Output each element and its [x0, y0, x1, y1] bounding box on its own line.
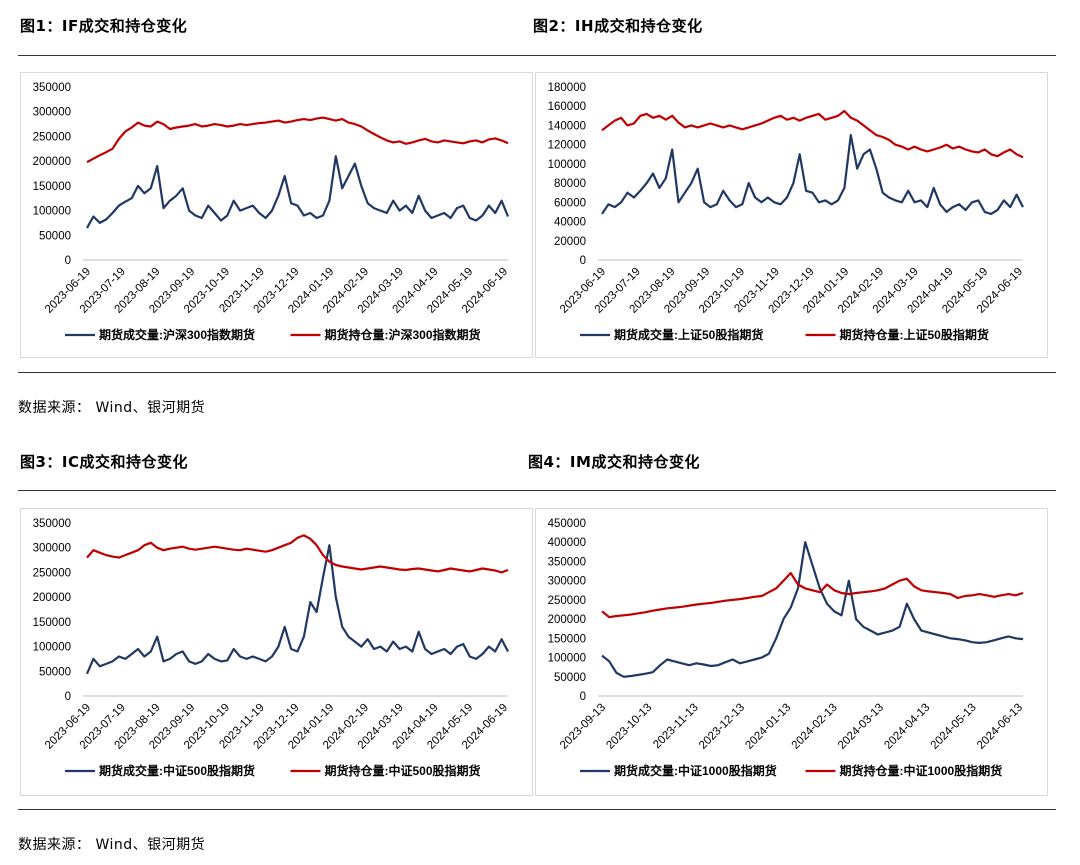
- divider: [18, 372, 1056, 373]
- y-tick-label: 40000: [554, 217, 586, 229]
- y-tick-label: 250000: [548, 595, 586, 607]
- y-tick-label: 350000: [33, 82, 71, 94]
- y-tick-label: 50000: [39, 230, 71, 242]
- y-tick-label: 250000: [33, 131, 71, 143]
- series-line-volume: [86, 155, 510, 229]
- legend-label: 期货成交量:中证1000股指期货: [614, 763, 777, 778]
- y-tick-label: 200000: [33, 156, 71, 168]
- x-tick-label: 2024-05-13: [929, 702, 979, 752]
- legend-label: 期货持仓量:中证1000股指期货: [840, 763, 1003, 778]
- y-tick-label: 0: [580, 255, 586, 267]
- y-tick-label: 20000: [554, 236, 586, 248]
- y-tick-label: 300000: [548, 576, 586, 588]
- y-tick-label: 400000: [548, 537, 586, 549]
- figure-1-title: 图1：IF成交和持仓变化: [20, 17, 188, 35]
- x-tick-label: 2024-01-13: [743, 702, 793, 752]
- y-tick-label: 100000: [548, 159, 586, 171]
- x-tick-label: 2024-06-13: [975, 702, 1025, 752]
- legend-label: 期货持仓量:上证50股指期货: [840, 327, 989, 342]
- x-tick-label: 2024-03-13: [836, 702, 886, 752]
- figure-3-title: 图3：IC成交和持仓变化: [20, 453, 189, 471]
- x-tick-label: 2023-12-13: [697, 702, 747, 752]
- y-tick-label: 350000: [548, 556, 586, 568]
- y-tick-label: 200000: [548, 614, 586, 626]
- chart-frame-2: 180000 160000 140000 120000 100000 80000 60000…: [535, 72, 1048, 358]
- chart-frame-3: 350000 300000 250000 200000 150000 100000 5000…: [20, 508, 533, 796]
- y-tick-label: 140000: [548, 120, 586, 132]
- series-line-open-interest: [601, 109, 1024, 159]
- chart-frame-1: 350000 300000 250000 200000 150000 100000 5000…: [20, 72, 533, 358]
- legend-label: 期货成交量:上证50股指期货: [614, 327, 763, 342]
- x-tick-label: 2024-02-13: [790, 702, 840, 752]
- x-tick-label: 2023-11-13: [651, 702, 700, 751]
- y-tick-label: 350000: [33, 518, 71, 530]
- y-tick-label: 50000: [554, 672, 586, 684]
- y-tick-label: 0: [580, 691, 586, 703]
- y-tick-label: 450000: [548, 518, 586, 530]
- x-tick-label: 2024-04-13: [882, 702, 932, 752]
- divider: [18, 490, 1056, 491]
- y-tick-label: 200000: [33, 592, 71, 604]
- y-tick-label: 180000: [548, 82, 586, 94]
- data-source-note: 数据来源： Wind、银河期货: [18, 400, 206, 416]
- legend-label: 期货成交量:沪深300指数期货: [99, 327, 255, 342]
- legend-label: 期货成交量:中证500股指期货: [99, 763, 255, 778]
- x-tick-label: 2023-09-13: [558, 702, 608, 752]
- y-tick-label: 150000: [33, 181, 71, 193]
- series-line-volume: [85, 544, 509, 675]
- chart-if: 350000 300000 250000 200000 150000 100000 5000…: [33, 82, 510, 342]
- chart-ic: 350000 300000 250000 200000 150000 100000 5000…: [33, 518, 510, 778]
- series-line-open-interest: [601, 571, 1024, 619]
- series-line-open-interest: [86, 116, 509, 164]
- y-tick-label: 300000: [33, 543, 71, 555]
- y-tick-label: 100000: [33, 206, 71, 218]
- y-tick-label: 250000: [33, 567, 71, 579]
- y-tick-label: 80000: [554, 178, 586, 190]
- legend-label: 期货持仓量:中证500股指期货: [325, 763, 481, 778]
- y-tick-label: 0: [65, 255, 71, 267]
- x-tick-label: 2023-10-13: [604, 702, 654, 752]
- data-source-note: 数据来源： Wind、银河期货: [18, 837, 206, 853]
- divider: [18, 55, 1056, 56]
- y-tick-label: 0: [65, 691, 71, 703]
- y-tick-label: 120000: [548, 140, 586, 152]
- y-tick-label: 150000: [33, 617, 71, 629]
- figure-4-title: 图4：IM成交和持仓变化: [528, 453, 700, 471]
- y-tick-label: 50000: [39, 666, 71, 678]
- y-tick-label: 100000: [548, 653, 586, 665]
- figure-2-title: 图2：IH成交和持仓变化: [533, 17, 703, 35]
- divider: [18, 809, 1056, 810]
- y-tick-label: 150000: [548, 633, 586, 645]
- y-tick-label: 160000: [548, 101, 586, 113]
- legend-label: 期货持仓量:沪深300指数期货: [325, 327, 481, 342]
- series-line-open-interest: [86, 534, 509, 574]
- chart-ih: 180000 160000 140000 120000 100000 80000 60000…: [548, 82, 1025, 342]
- chart-im: 450000 400000 350000 300000 250000 200000 1500…: [548, 518, 1025, 778]
- series-line-volume: [601, 133, 1024, 215]
- y-tick-label: 60000: [554, 197, 586, 209]
- y-tick-label: 100000: [33, 642, 71, 654]
- chart-frame-4: 450000 400000 350000 300000 250000 200000 1500…: [535, 508, 1048, 796]
- series-line-volume: [601, 541, 1024, 678]
- y-tick-label: 300000: [33, 107, 71, 119]
